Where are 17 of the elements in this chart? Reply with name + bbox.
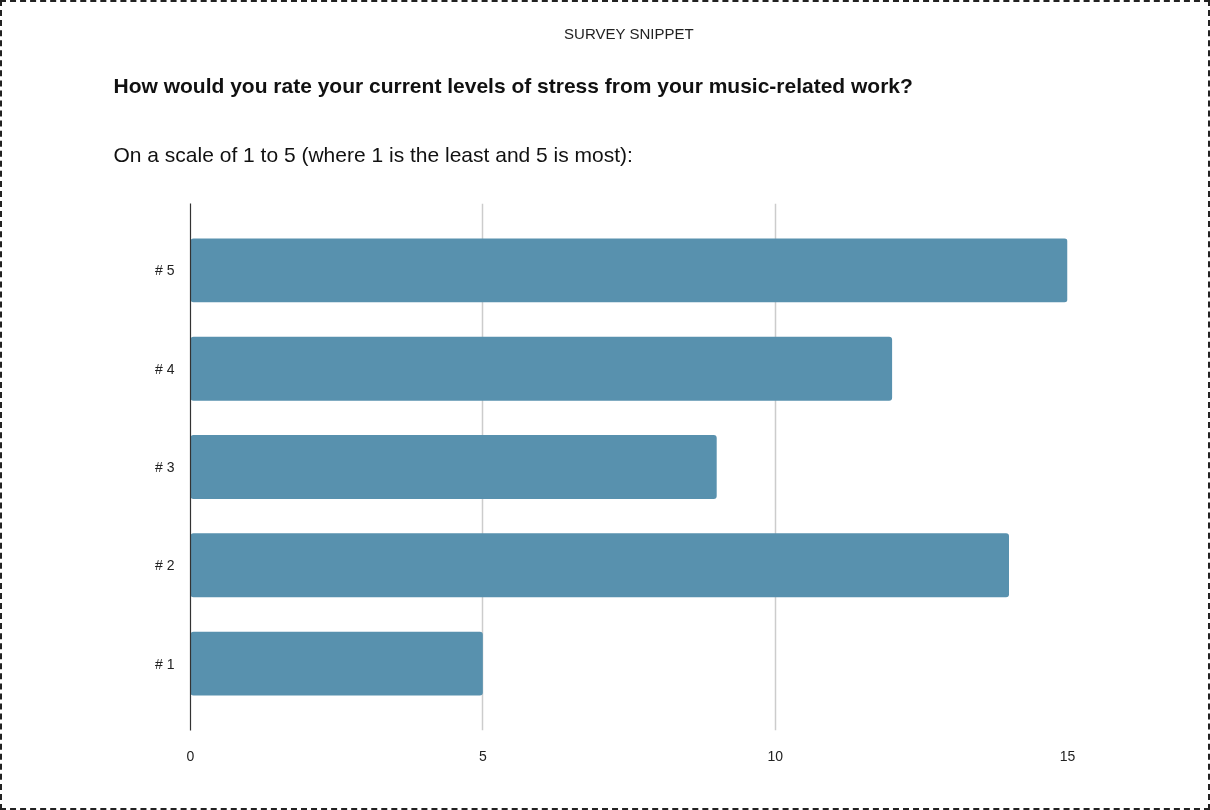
y-tick-label: # 4 [155,360,175,377]
y-tick-label: # 3 [155,459,175,475]
bar [190,631,483,696]
y-tick-label: # 2 [155,557,175,574]
text: SURVEY SNIPPET [564,24,694,42]
chart-title: How would you rate your current levels of stress from your music-related work? [113,73,913,97]
y-tick-label: # 1 [155,655,175,672]
bar [190,238,1068,303]
x-tick-label: 10 [767,747,784,764]
x-tick-label: 15 [1059,747,1076,764]
x-tick-label: 0 [186,747,195,764]
bar [190,533,1010,598]
bar [190,336,893,401]
bar [190,435,717,499]
x-tick-label: 5 [478,747,487,764]
y-tick-label: # 5 [155,262,175,279]
chart-subtitle: On a scale of 1 to 5 (where 1 is the least and 5 is most): [113,142,633,166]
